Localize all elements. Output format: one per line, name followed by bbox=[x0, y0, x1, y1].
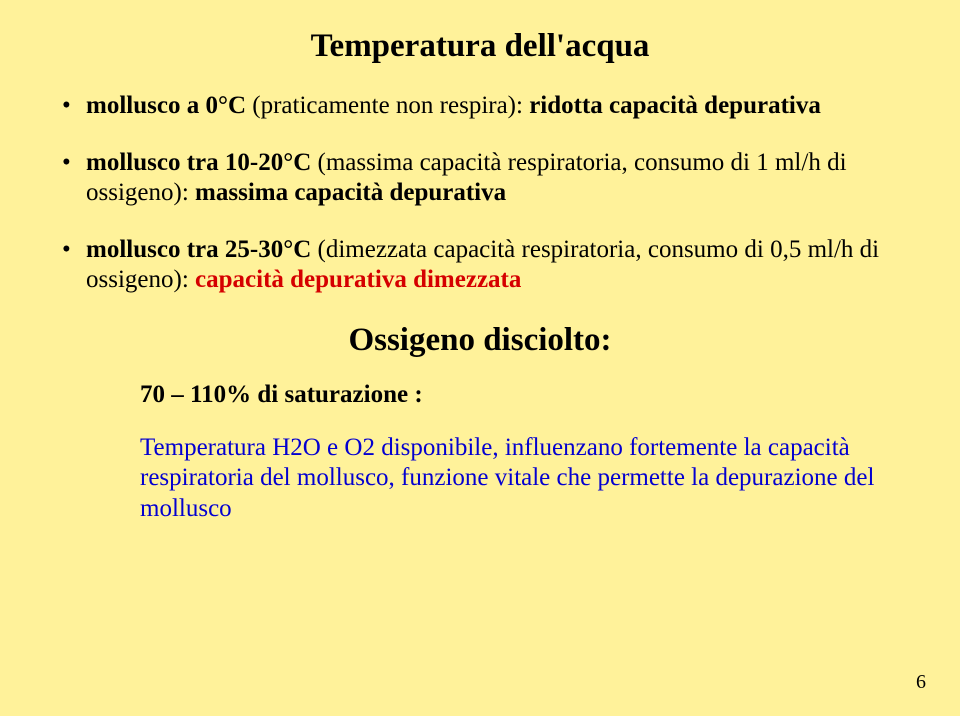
bullet-tail: capacità depurativa dimezzata bbox=[195, 266, 521, 293]
list-item: mollusco tra 25-30°C (dimezzata capacità… bbox=[58, 235, 902, 296]
page-number: 6 bbox=[916, 671, 926, 694]
paragraph: Temperatura H2O e O2 disponibile, influe… bbox=[140, 433, 892, 525]
bullet-desc: (praticamente non respira): bbox=[252, 92, 529, 119]
bullet-list: mollusco a 0°C (praticamente non respira… bbox=[58, 91, 902, 296]
list-item: mollusco a 0°C (praticamente non respira… bbox=[58, 91, 902, 122]
bullet-tail: massima capacità depurativa bbox=[195, 179, 506, 206]
page-title: Temperatura dell'acqua bbox=[58, 28, 902, 65]
subtitle: Ossigeno disciolto: bbox=[58, 322, 902, 359]
saturation-line: 70 – 110% di saturazione : bbox=[140, 381, 902, 409]
bullet-tail: ridotta capacità depurativa bbox=[529, 92, 821, 119]
bullet-lead: mollusco tra 25-30°C bbox=[86, 236, 318, 263]
bullet-lead: mollusco a 0°C bbox=[86, 92, 252, 119]
bullet-lead: mollusco tra 10-20°C bbox=[86, 149, 318, 176]
slide: Temperatura dell'acqua mollusco a 0°C (p… bbox=[0, 0, 960, 716]
list-item: mollusco tra 10-20°C (massima capacità r… bbox=[58, 148, 902, 209]
